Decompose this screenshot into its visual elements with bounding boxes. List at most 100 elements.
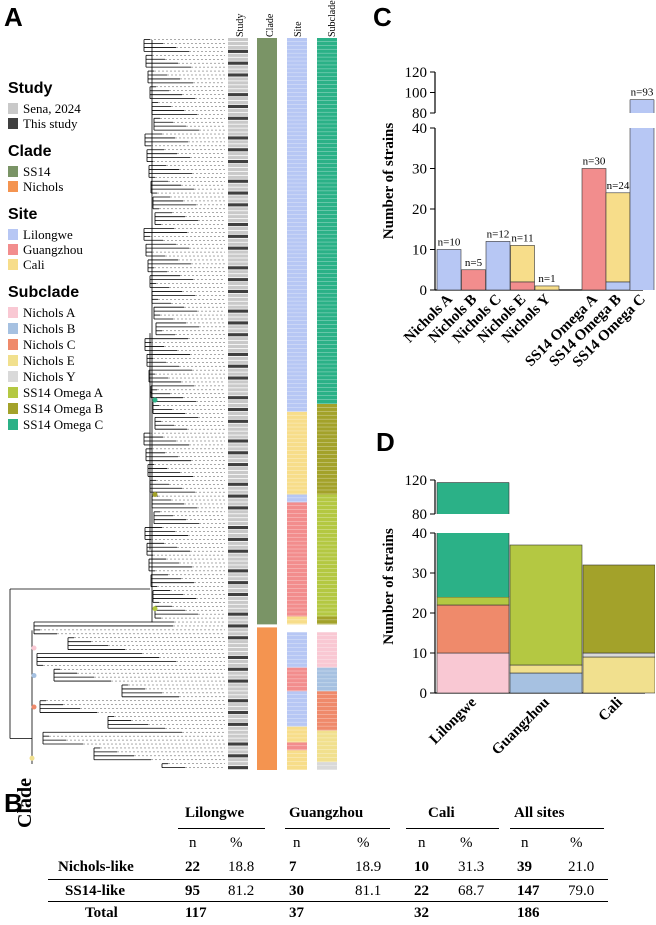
legend-item-nichols-a: Nichols A — [8, 305, 75, 320]
study-cell — [228, 545, 248, 549]
table-cell: 7 — [289, 859, 297, 875]
study-cell — [228, 411, 248, 416]
node-marker — [152, 606, 158, 612]
table-cell: 39 — [517, 859, 532, 875]
study-cell — [228, 766, 248, 770]
study-cell — [228, 754, 248, 758]
study-cell — [228, 734, 248, 738]
study-cell — [228, 400, 248, 404]
study-cell — [228, 234, 248, 238]
site-strip-segment — [287, 502, 307, 617]
node-marker — [31, 673, 37, 679]
table-cell: 117 — [185, 905, 207, 921]
study-cell — [228, 360, 248, 364]
bar-segment — [581, 168, 607, 291]
col-header-subclades: Subclades — [327, 0, 338, 37]
swatch-guangzhou — [8, 244, 18, 255]
study-cell — [228, 459, 248, 463]
study-cell — [228, 356, 248, 360]
legend-label: Nichols C — [23, 337, 76, 352]
bar-count-label: n=93 — [631, 87, 654, 99]
study-cell — [228, 707, 248, 711]
study-cell — [228, 337, 248, 341]
study-cell — [228, 529, 248, 534]
swatch-nichols-y — [8, 371, 18, 382]
study-cell — [228, 478, 248, 482]
study-cell — [228, 596, 248, 600]
bar-count-label: n=1 — [538, 273, 555, 285]
y-tick-label: 40 — [412, 121, 427, 137]
study-cell — [228, 163, 248, 168]
study-cell — [228, 565, 248, 569]
study-cell — [228, 746, 248, 750]
table-cell: 81.1 — [355, 883, 382, 899]
study-cell — [228, 297, 248, 301]
study-cell — [228, 104, 248, 109]
study-cell — [228, 600, 248, 604]
bar-segment — [509, 544, 583, 666]
table-cell: 31.3 — [458, 859, 485, 875]
swatch-this-study — [8, 118, 18, 129]
study-cell — [228, 85, 248, 89]
study-cell — [228, 738, 248, 742]
study-cell — [228, 537, 248, 541]
study-cell — [228, 663, 248, 667]
study-cell — [228, 435, 248, 439]
site-strip-segment — [287, 632, 307, 668]
panel-c-letter: C — [373, 2, 392, 32]
table-subheader: % — [570, 835, 583, 851]
clade-strip-nichols — [257, 627, 277, 770]
study-cell — [228, 553, 248, 557]
y-tick-label: 80 — [412, 507, 427, 523]
legend-item-nichols-b: Nichols B — [8, 321, 75, 336]
table-subheader: % — [460, 835, 473, 851]
study-cell — [228, 624, 248, 628]
study-cell — [228, 376, 248, 380]
legend-item-ss14: SS14 — [8, 164, 50, 179]
x-category-label: Guangzhou — [489, 695, 553, 759]
site-strip-segment — [287, 616, 307, 625]
study-cell — [228, 61, 248, 65]
subclade-strip-segment — [317, 762, 337, 770]
study-cell — [228, 305, 248, 309]
legend-label: SS14 Omega B — [23, 401, 104, 416]
node-marker — [29, 755, 35, 761]
subclade-strip-segment — [317, 38, 337, 404]
study-cell — [228, 49, 248, 53]
legend-label: SS14 Omega C — [23, 417, 104, 432]
legend-label: Cali — [23, 257, 45, 272]
study-cell — [228, 510, 248, 514]
study-cell — [228, 569, 248, 573]
swatch-sena — [8, 103, 18, 114]
chart-panel-d: 0 10 20 30 40 80 120 Number of strains Lilongwe G… — [381, 473, 655, 759]
table-subheader: n — [521, 835, 529, 851]
study-cell — [228, 659, 248, 663]
bar-count-label: n=12 — [487, 228, 510, 240]
study-cell — [228, 333, 248, 337]
bar-segment — [605, 192, 631, 283]
study-cell — [228, 695, 248, 699]
study-cell — [228, 124, 248, 128]
y-tick-label: 120 — [405, 473, 428, 489]
study-cell — [228, 427, 248, 431]
study-cell — [228, 498, 248, 502]
bar-segment — [582, 564, 655, 654]
panel-a: Study Clade Site Subclades Study Sena, 2… — [0, 0, 370, 780]
study-cell — [228, 514, 248, 518]
study-cell — [228, 577, 248, 581]
study-cell — [228, 301, 248, 305]
bar-segment — [461, 269, 486, 291]
header-rule — [178, 828, 265, 829]
x-category-label: Cali — [596, 695, 626, 725]
study-cell — [228, 250, 248, 254]
study-cell — [228, 573, 248, 577]
study-cell — [228, 152, 248, 156]
y-tick-label: 30 — [412, 566, 427, 582]
study-cell — [228, 317, 248, 321]
study-cell — [228, 451, 248, 455]
site-strip-segment — [287, 726, 307, 743]
study-cell — [228, 183, 248, 187]
swatch-lilongwe — [8, 229, 18, 240]
study-cell — [228, 482, 248, 486]
table-subheader: % — [230, 835, 243, 851]
